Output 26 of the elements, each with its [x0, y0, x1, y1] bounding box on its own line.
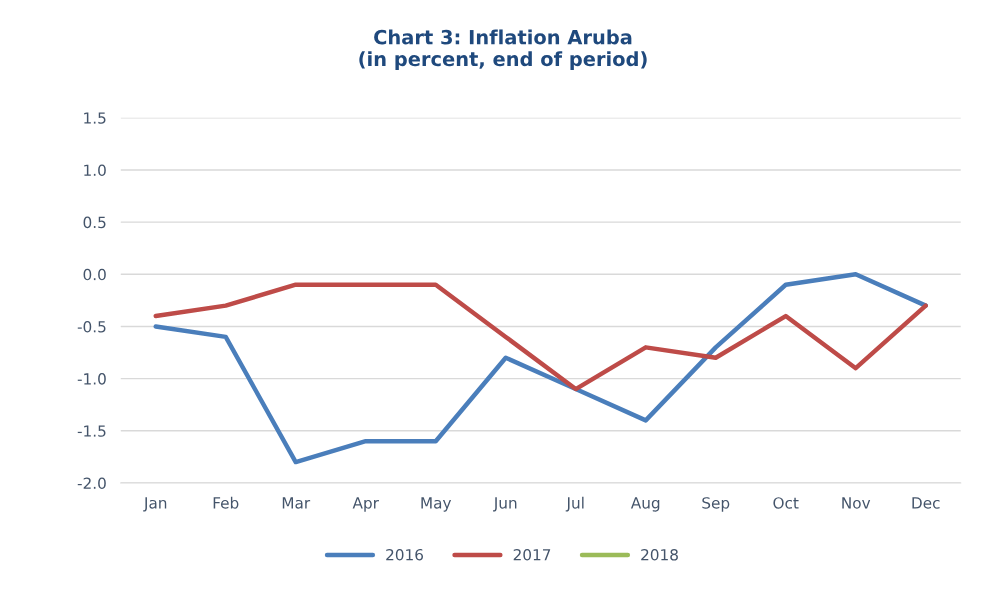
x-tick-label: May	[421, 497, 452, 512]
legend-label: 2016	[386, 548, 424, 561]
x-tick-label: Apr	[352, 497, 379, 512]
x-tick-label: Dec	[912, 497, 940, 509]
line-series	[153, 282, 928, 392]
y-tick-label: 0.0	[83, 268, 106, 281]
x-tick-label: Feb	[213, 496, 239, 509]
x-tick-label: Jun	[493, 497, 517, 512]
y-tick-label: 1.5	[84, 112, 106, 124]
x-tick-label: Sep	[702, 497, 730, 512]
x-tick-label: Oct	[773, 497, 799, 509]
y-tick-label: -1.0	[77, 373, 106, 385]
line-series	[153, 272, 928, 465]
x-tick-label: Jan	[143, 497, 167, 512]
y-tick-label: 1.0	[84, 164, 106, 176]
y-tick-label: -0.5	[77, 320, 106, 333]
x-tick-label: Mar	[282, 497, 311, 509]
y-tick-label: -1.5	[77, 425, 106, 437]
y-tick-label: 0.5	[83, 216, 106, 229]
chart-title: Chart 3: Inflation Aruba (in percent, end of period)	[359, 29, 647, 71]
x-tick-label: Aug	[630, 497, 660, 512]
y-tick-label: -2.0	[77, 477, 106, 489]
x-tick-label: Jul	[565, 496, 584, 512]
legend-label: 2017	[513, 548, 551, 561]
legend-label: 2018	[641, 548, 678, 561]
x-tick-label: Nov	[842, 497, 871, 509]
